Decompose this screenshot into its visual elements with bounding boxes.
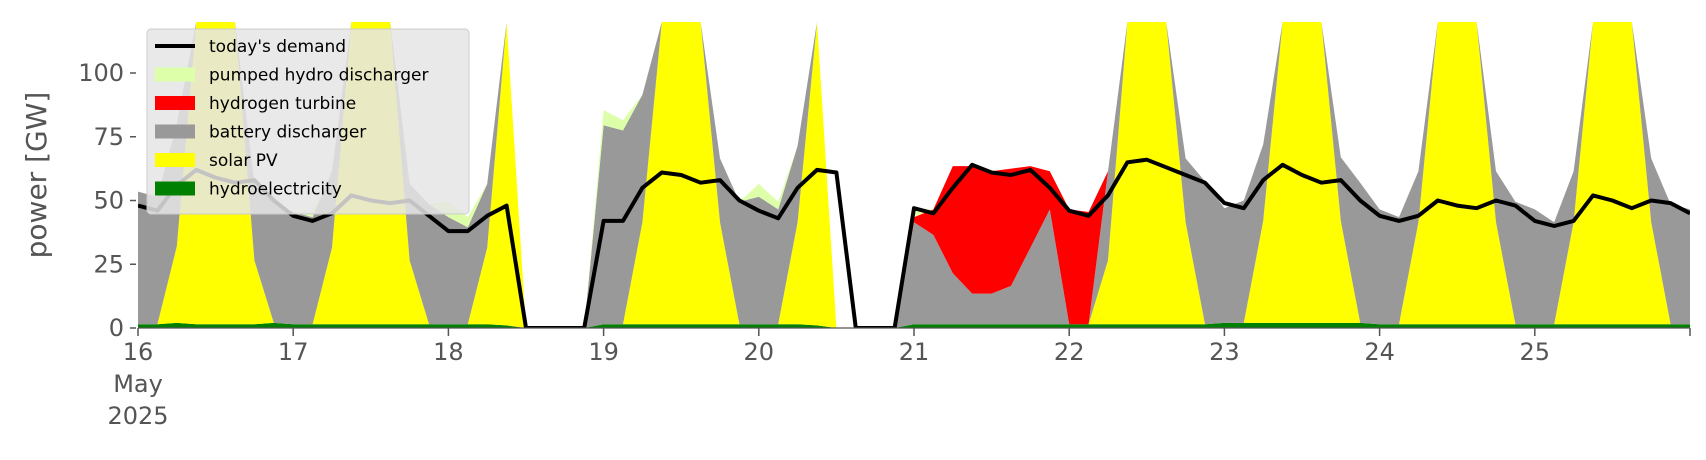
x-tick-label: 2025 [107,402,168,430]
y-tick-label: 50 [93,187,124,215]
legend-label: pumped hydro discharger [209,66,428,86]
x-tick-label: 18 [433,338,464,366]
x-tick-label: 24 [1364,338,1395,366]
legend-swatch [155,67,195,82]
legend-label: battery discharger [209,123,366,143]
legend-swatch [155,96,195,110]
x-tick-label: 19 [588,338,619,366]
x-tick-label: 21 [899,338,930,366]
legend-swatch [155,181,195,196]
legend-box [146,28,470,215]
legend-label: hydroelectricity [209,180,342,200]
x-tick-label: 20 [744,338,775,366]
y-tick-label: 100 [78,59,124,87]
x-tick-label: 17 [278,338,309,366]
x-tick-label: 23 [1209,338,1240,366]
x-tick-label: 22 [1054,338,1085,366]
y-axis-title: power [GW] [20,92,53,259]
y-tick-label: 75 [93,123,124,151]
area-battery-discharger [138,22,1690,328]
x-tick-label: May [113,370,163,398]
x-tick-label: 25 [1520,338,1551,366]
legend-label: hydrogen turbine [209,94,356,114]
legend-swatch [155,153,195,167]
stacked-areas [138,22,1690,328]
legend-label: solar PV [209,151,278,171]
area-solar-pv [138,22,1690,328]
y-tick-label: 0 [109,314,124,342]
axes: 0 25 50 75 100 16 May 2025 17 18 19 20 21 22 23 24 25 pow… [20,59,1691,430]
y-tick-label: 25 [93,250,124,278]
x-tick-label: 16 [123,338,154,366]
legend-swatch [155,124,195,139]
legend-label: today's demand [209,37,346,57]
area-hydroelectricity [138,322,1690,328]
legend: today's demand pumped hydro discharger hyd… [146,28,470,215]
